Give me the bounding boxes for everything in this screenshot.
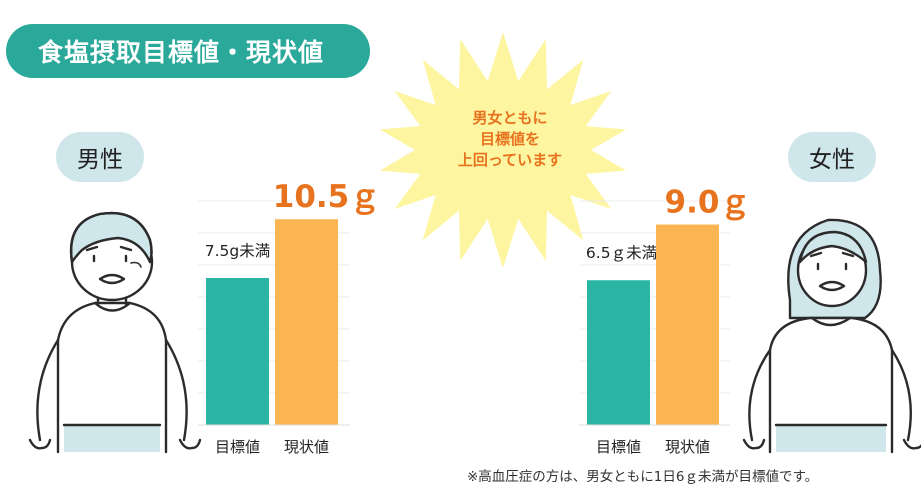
starburst-shape (379, 32, 627, 268)
bar-female-0 (587, 280, 650, 425)
category-label: 目標値 (215, 438, 260, 456)
starburst-message: 男女ともに 目標値を 上回っています (440, 108, 580, 171)
value-label-current: 9.0ｇ (665, 185, 751, 221)
bar-female-1 (656, 224, 719, 425)
value-label-current: 10.5ｇ (273, 179, 381, 215)
category-label: 現状値 (665, 438, 710, 456)
value-label-target: 6.5ｇ未満 (586, 244, 657, 262)
male-illustration (28, 211, 202, 454)
starburst-line-1: 男女ともに (472, 109, 548, 127)
bar-male-0 (206, 278, 269, 425)
bar-male-1 (275, 219, 338, 425)
female-illustration (742, 218, 921, 454)
footnote: ※高血圧症の方は、男女ともに1日6ｇ未満が目標値です。 (467, 469, 819, 485)
value-label-target: 7.5g未満 (205, 242, 271, 260)
starburst-line-3: 上回っています (457, 151, 563, 169)
category-label: 目標値 (596, 438, 641, 456)
category-label: 現状値 (284, 438, 329, 456)
gender-label-male: 男性 (56, 132, 144, 182)
gender-label-female: 女性 (788, 132, 876, 182)
page-title: 食塩摂取目標値・現状値 (6, 24, 370, 78)
starburst-line-2: 目標値を (479, 130, 540, 148)
